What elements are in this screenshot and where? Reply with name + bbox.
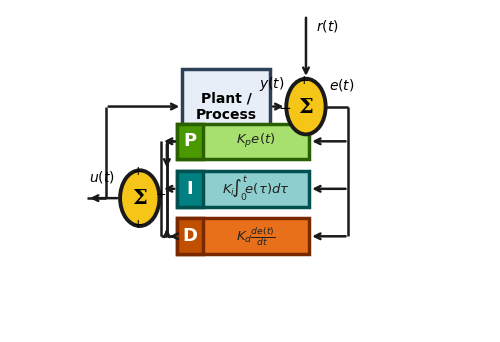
Text: +: + — [299, 74, 310, 87]
Text: I: I — [186, 180, 193, 198]
Text: −: − — [278, 101, 291, 116]
FancyBboxPatch shape — [177, 219, 203, 254]
Ellipse shape — [120, 170, 160, 226]
FancyBboxPatch shape — [177, 123, 203, 159]
Text: $K_d\frac{de(t)}{dt}$: $K_d\frac{de(t)}{dt}$ — [236, 225, 276, 248]
Text: Σ: Σ — [132, 188, 147, 208]
Text: +: + — [156, 188, 166, 201]
FancyBboxPatch shape — [177, 171, 203, 207]
Text: $u(t)$: $u(t)$ — [89, 169, 114, 185]
FancyBboxPatch shape — [182, 69, 270, 144]
Text: +: + — [132, 218, 143, 231]
FancyBboxPatch shape — [177, 123, 310, 159]
FancyBboxPatch shape — [177, 219, 310, 254]
Ellipse shape — [286, 79, 326, 134]
Text: $y(t)$: $y(t)$ — [258, 75, 284, 93]
Text: $r(t)$: $r(t)$ — [316, 18, 339, 34]
Text: Plant /
Process: Plant / Process — [196, 91, 257, 122]
Text: D: D — [182, 227, 198, 245]
Text: $e(t)$: $e(t)$ — [329, 77, 354, 93]
Text: $K_p e(t)$: $K_p e(t)$ — [236, 132, 276, 150]
Text: P: P — [183, 132, 196, 150]
Text: Σ: Σ — [298, 96, 314, 117]
FancyBboxPatch shape — [177, 171, 310, 207]
Text: +: + — [132, 165, 143, 178]
Text: $K_i\!\int_0^t\!e(\tau)d\tau$: $K_i\!\int_0^t\!e(\tau)d\tau$ — [222, 174, 290, 203]
